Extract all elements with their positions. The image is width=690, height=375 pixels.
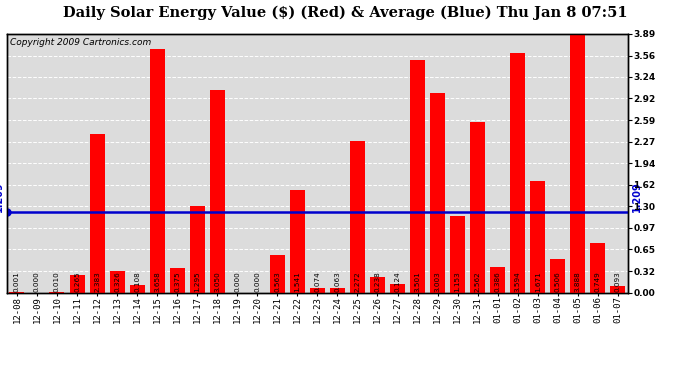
Text: 0.386: 0.386 [495,271,501,292]
Bar [591,243,605,292]
Bar [510,54,525,292]
Text: 1.541: 1.541 [295,271,300,292]
Bar [490,267,505,292]
Text: 3.658: 3.658 [154,271,160,292]
Bar [551,259,565,292]
Text: 1.295: 1.295 [194,271,200,292]
Bar [90,134,105,292]
Text: 0.238: 0.238 [375,271,380,292]
Bar [410,60,425,292]
Bar [290,190,305,292]
Text: 0.108: 0.108 [134,271,140,292]
Bar [190,206,205,292]
Bar [571,34,585,292]
Bar [530,182,545,292]
Text: 0.375: 0.375 [174,271,180,292]
Text: 0.506: 0.506 [555,271,561,292]
Bar [470,122,485,292]
Text: 1.671: 1.671 [535,271,541,292]
Text: 0.326: 0.326 [114,271,120,292]
Text: 2.272: 2.272 [355,271,360,292]
Text: 0.563: 0.563 [275,271,280,292]
Text: 2.562: 2.562 [475,271,481,292]
Text: 2.383: 2.383 [94,271,100,292]
Text: Daily Solar Energy Value ($) (Red) & Average (Blue) Thu Jan 8 07:51: Daily Solar Energy Value ($) (Red) & Ave… [63,6,627,20]
Bar [210,90,225,292]
Text: 0.074: 0.074 [315,271,320,292]
Bar [310,288,325,292]
Text: 0.124: 0.124 [395,271,400,292]
Text: 3.594: 3.594 [515,271,521,292]
Bar [130,285,145,292]
Text: 3.050: 3.050 [214,271,220,292]
Bar [70,275,85,292]
Text: 0.000: 0.000 [235,271,240,292]
Text: 1.209: 1.209 [0,182,4,212]
Text: 0.000: 0.000 [255,271,260,292]
Bar [611,286,625,292]
Text: 1.153: 1.153 [455,271,461,292]
Bar [370,277,385,292]
Bar [110,271,125,292]
Text: 3.888: 3.888 [575,271,581,292]
Bar [450,216,465,292]
Bar [150,49,165,292]
Text: 3.501: 3.501 [415,271,421,292]
Bar [270,255,285,292]
Bar [330,288,345,292]
Bar [430,93,445,292]
Text: 0.001: 0.001 [14,271,20,292]
Text: 0.000: 0.000 [34,271,40,292]
Text: Copyright 2009 Cartronics.com: Copyright 2009 Cartronics.com [10,38,151,46]
Text: 0.063: 0.063 [335,271,340,292]
Bar [390,284,405,292]
Text: 3.003: 3.003 [435,271,441,292]
Bar [350,141,365,292]
Text: 0.749: 0.749 [595,271,601,292]
Text: 1.209: 1.209 [632,182,642,212]
Bar [170,267,185,292]
Text: 0.010: 0.010 [54,271,60,292]
Text: 0.265: 0.265 [74,271,80,292]
Text: 0.093: 0.093 [615,271,621,292]
